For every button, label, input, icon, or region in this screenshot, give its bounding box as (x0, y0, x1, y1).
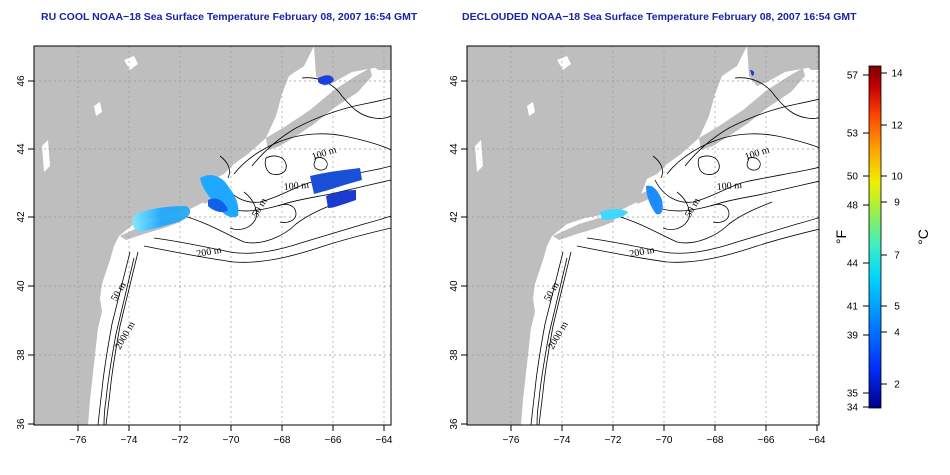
celsius-label: °C (915, 229, 931, 245)
lon-tick-label-right: −70 (656, 435, 673, 446)
lat-tick-label-left: 38 (16, 349, 27, 361)
fahrenheit-tick: 53 (847, 129, 859, 140)
lon-tick-label-left: −68 (274, 435, 291, 446)
fahrenheit-tick: 35 (847, 389, 859, 400)
right-map (466, 45, 820, 426)
contour-label: 200 m (196, 245, 223, 260)
lat-tick-label-left: 44 (16, 143, 27, 155)
axes-right: −76 −74 −72 −70 −68 −66 −64 36 38 40 42 44 46 (449, 75, 826, 446)
lon-tick-label-right: −76 (503, 435, 520, 446)
lon-tick-label-left: −70 (223, 435, 240, 446)
lon-tick-label-left: −76 (70, 435, 87, 446)
sst-patch-left-4 (326, 190, 356, 208)
lat-tick-label-right: 42 (449, 211, 460, 223)
contour-label: 200 m (629, 245, 656, 260)
sst-patch-left-6 (208, 198, 228, 213)
sst-patch-left-2 (200, 175, 239, 218)
fahrenheit-tick: 41 (847, 302, 859, 313)
left-map (33, 45, 392, 426)
lat-tick-label-right: 38 (449, 349, 460, 361)
lon-tick-label-right: −66 (758, 435, 775, 446)
axes-left: −76 −74 −72 −70 −68 −66 −64 36 38 40 42 44 46 (16, 75, 393, 446)
sst-patch-left-1 (132, 206, 191, 232)
right-map-title: DECLOUDED NOAA−18 Sea Surface Temperatur… (462, 11, 857, 23)
contour-label: 100 m (716, 180, 742, 193)
lat-tick-label-right: 36 (449, 418, 460, 430)
lon-tick-label-right: −74 (554, 435, 571, 446)
fahrenheit-tick: 48 (847, 201, 859, 212)
colorbar: 57 53 50 48 44 41 39 35 34 14 12 10 9 7 5 4 2 °F °C (833, 65, 931, 414)
fahrenheit-tick: 57 (847, 71, 859, 82)
fahrenheit-label: °F (833, 230, 849, 244)
lon-tick-label-left: −64 (376, 435, 393, 446)
lon-tick-label-left: −66 (325, 435, 342, 446)
lat-tick-label-left: 42 (16, 211, 27, 223)
celsius-tick: 2 (894, 380, 900, 391)
lat-tick-label-right: 40 (449, 280, 460, 292)
lon-tick-label-left: −74 (121, 435, 138, 446)
left-map-title: RU COOL NOAA−18 Sea Surface Temperature … (41, 11, 418, 23)
lat-tick-label-right: 46 (449, 75, 460, 87)
fahrenheit-tick: 50 (847, 172, 859, 183)
sst-patch-left-5 (318, 75, 334, 85)
sst-patch-right-1 (600, 209, 628, 220)
celsius-tick: 4 (894, 328, 900, 339)
sst-patch-left-3 (310, 168, 362, 194)
sst-patch-right-3 (750, 70, 755, 76)
lat-tick-label-left: 46 (16, 75, 27, 87)
sst-patch-right-2 (646, 185, 663, 215)
lon-tick-label-left: −72 (172, 435, 189, 446)
celsius-tick: 10 (891, 172, 903, 183)
lon-tick-label-right: −72 (605, 435, 622, 446)
colorbar-gradient (868, 65, 882, 409)
fahrenheit-tick: 39 (847, 331, 859, 342)
lon-tick-label-right: −64 (809, 435, 826, 446)
lat-tick-label-left: 40 (16, 280, 27, 292)
celsius-tick: 7 (894, 251, 900, 262)
celsius-tick: 5 (894, 302, 900, 313)
fahrenheit-tick: 44 (847, 259, 859, 270)
lat-tick-label-left: 36 (16, 418, 27, 430)
lat-tick-label-right: 44 (449, 143, 460, 155)
celsius-tick: 9 (894, 198, 900, 209)
contour-label: 100 m (283, 180, 309, 193)
celsius-tick: 14 (891, 69, 903, 80)
celsius-tick: 12 (891, 121, 903, 132)
fahrenheit-tick: 34 (847, 403, 859, 414)
lon-tick-label-right: −68 (707, 435, 724, 446)
